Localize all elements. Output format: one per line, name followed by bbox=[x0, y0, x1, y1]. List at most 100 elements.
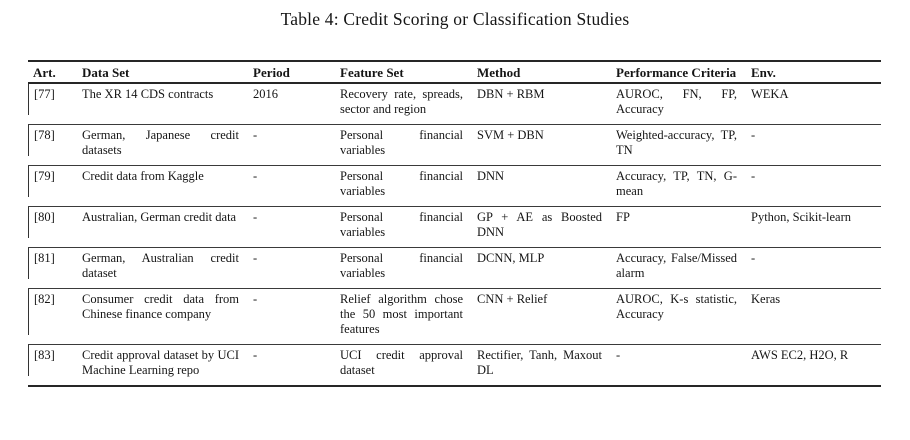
acronym-link[interactable]: CDS bbox=[140, 87, 166, 101]
text-segment: + bbox=[492, 210, 517, 224]
text-segment: Australian, German credit data bbox=[82, 210, 237, 224]
acronym-link[interactable]: MLP bbox=[518, 251, 545, 265]
text-segment: Credit approval dataset by UCI Machine L… bbox=[82, 348, 239, 377]
citation-ref[interactable]: [79] bbox=[34, 169, 55, 183]
text-segment: 2016 bbox=[253, 87, 278, 101]
text-segment: Accuracy, False/Missed alarm bbox=[616, 251, 737, 280]
text-segment: Recovery rate, spreads, sector and regio… bbox=[340, 87, 463, 116]
cell-period: - bbox=[253, 247, 340, 289]
acronym-link[interactable]: FN bbox=[682, 87, 699, 101]
acronym-link[interactable]: GP bbox=[477, 210, 493, 224]
acronym-link[interactable]: AE bbox=[516, 210, 534, 224]
cell-performance: Weighted-accuracy, TP, TN bbox=[616, 124, 751, 166]
col-header-performance: Performance Criteria bbox=[616, 60, 751, 84]
text-segment: - bbox=[253, 348, 258, 362]
cell-feature: Relief algorithm chose the 50 most impor… bbox=[340, 288, 477, 345]
cell-art: [81] bbox=[28, 247, 82, 289]
table-caption: Table 4: Credit Scoring or Classificatio… bbox=[280, 9, 630, 29]
cell-period: - bbox=[253, 206, 340, 248]
citation-ref[interactable]: [82] bbox=[34, 292, 55, 306]
cell-env: - bbox=[751, 165, 881, 207]
cell-performance: AUROC, K-s statistic, Accuracy bbox=[616, 288, 751, 345]
text-segment: Personal financial variables bbox=[340, 169, 463, 198]
table-row: [77] The XR 14 CDS contracts 2016 Recovery … bbox=[28, 83, 881, 125]
citation-ref[interactable]: [83] bbox=[34, 348, 55, 362]
cell-feature: Personal financial variables bbox=[340, 206, 477, 248]
acronym-link[interactable]: DBN bbox=[517, 128, 544, 142]
cell-dataset: German, Australian credit dataset bbox=[82, 247, 253, 289]
acronym-link[interactable]: AUROC bbox=[616, 292, 660, 306]
table-row: [78] German, Japanese credit datasets - Per… bbox=[28, 124, 881, 166]
cell-performance: FP bbox=[616, 206, 751, 248]
studies-table: Art. Data Set Period Feature Set Method Perfo… bbox=[28, 60, 881, 387]
cell-dataset: Credit data from Kaggle bbox=[82, 165, 253, 207]
text-segment: German, Japanese credit datasets bbox=[82, 128, 239, 157]
cell-art: [78] bbox=[28, 124, 82, 166]
cell-art: [79] bbox=[28, 165, 82, 207]
acronym-link[interactable]: TN bbox=[696, 169, 714, 183]
table-row: [80] Australian, German credit data - Perso… bbox=[28, 206, 881, 248]
cell-performance: AUROC, FN, FP, Accuracy bbox=[616, 83, 751, 125]
acronym-link[interactable]: DBN + RBM bbox=[477, 87, 545, 101]
acronym-link[interactable]: TN bbox=[616, 143, 633, 157]
text-segment: - bbox=[253, 128, 258, 142]
citation-ref[interactable]: [81] bbox=[34, 251, 55, 265]
citation-ref[interactable]: [77] bbox=[34, 87, 55, 101]
text-segment: - bbox=[253, 292, 258, 306]
cell-env: - bbox=[751, 124, 881, 166]
cell-dataset: German, Japanese credit datasets bbox=[82, 124, 253, 166]
cell-method: DBN + RBM bbox=[477, 83, 616, 125]
cell-method: DNN bbox=[477, 165, 616, 207]
cell-env: Python, Scikit-learn bbox=[751, 206, 881, 248]
acronym-link[interactable]: DL bbox=[477, 363, 494, 377]
cell-art: [80] bbox=[28, 206, 82, 248]
acronym-link[interactable]: FP bbox=[616, 210, 630, 224]
text-segment: Relief algorithm chose the 50 most impor… bbox=[340, 292, 463, 336]
acronym-link[interactable]: TP bbox=[673, 169, 687, 183]
table-row: [79] Credit data from Kaggle - Personal fin… bbox=[28, 165, 881, 207]
cell-method: Rectifier, Tanh, Maxout DL bbox=[477, 344, 616, 387]
cell-env: AWS EC2, H2O, R bbox=[751, 344, 881, 387]
citation-ref[interactable]: [80] bbox=[34, 210, 55, 224]
cell-dataset: Credit approval dataset by UCI Machine L… bbox=[82, 344, 253, 387]
col-header-art: Art. bbox=[28, 60, 82, 84]
acronym-link[interactable]: DCNN bbox=[477, 251, 513, 265]
text-segment: - bbox=[253, 169, 258, 183]
text-segment: The XR 14 bbox=[82, 87, 141, 101]
text-segment: Personal financial variables bbox=[340, 128, 463, 157]
citation-ref[interactable]: [78] bbox=[34, 128, 55, 142]
cell-env: WEKA bbox=[751, 83, 881, 125]
text-segment: AWS EC2, H2O, R bbox=[751, 348, 849, 362]
cell-feature: Recovery rate, spreads, sector and regio… bbox=[340, 83, 477, 125]
cell-period: - bbox=[253, 288, 340, 345]
acronym-link[interactable]: CNN bbox=[477, 292, 504, 306]
text-segment: Keras bbox=[751, 292, 781, 306]
text-segment: Python, Scikit-learn bbox=[751, 210, 851, 224]
text-segment: , bbox=[698, 87, 722, 101]
cell-dataset: Australian, German credit data bbox=[82, 206, 253, 248]
cell-env: Keras bbox=[751, 288, 881, 345]
table-row: [83] Credit approval dataset by UCI Machi… bbox=[28, 344, 881, 387]
acronym-link[interactable]: FP bbox=[721, 87, 734, 101]
cell-dataset: Consumer credit data from Chinese financ… bbox=[82, 288, 253, 345]
cell-method: SVM + DBN bbox=[477, 124, 616, 166]
cell-period: - bbox=[253, 344, 340, 387]
text-segment: as Boosted bbox=[533, 210, 602, 224]
text-segment: , G-mean bbox=[616, 169, 737, 198]
acronym-link[interactable]: SVM bbox=[477, 128, 505, 142]
text-segment: Personal financial variables bbox=[340, 210, 463, 239]
acronym-link[interactable]: AUROC bbox=[616, 87, 660, 101]
acronym-link[interactable]: DNN bbox=[477, 169, 505, 183]
text-segment: Consumer credit data from Chinese financ… bbox=[82, 292, 239, 321]
cell-performance: Accuracy, TP, TN, G-mean bbox=[616, 165, 751, 207]
col-header-period: Period bbox=[253, 60, 340, 84]
acronym-link[interactable]: DNN bbox=[477, 225, 505, 239]
cell-feature: UCI credit approval dataset bbox=[340, 344, 477, 387]
cell-art: [82] bbox=[28, 288, 82, 345]
cell-env: - bbox=[751, 247, 881, 289]
text-segment: German, Australian credit dataset bbox=[82, 251, 239, 280]
text-segment: Weighted-accuracy, bbox=[616, 128, 721, 142]
text-segment: - bbox=[751, 251, 756, 265]
text-segment: Rectifier, Tanh, Maxout bbox=[477, 348, 602, 362]
acronym-link[interactable]: TP bbox=[720, 128, 734, 142]
